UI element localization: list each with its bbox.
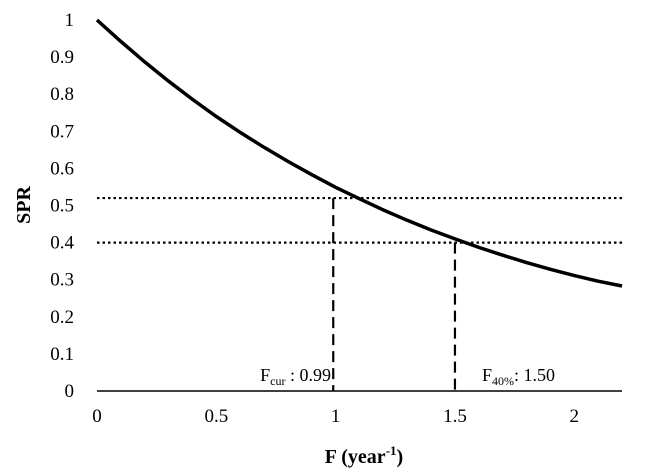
- reference-lines: [97, 196, 622, 391]
- annotation-f40-value: : 1.50: [514, 365, 555, 385]
- y-tick-label: 0.9: [50, 47, 74, 68]
- y-tick-labels: 0 0.1 0.2 0.3 0.4 0.5 0.6 0.7 0.8 0.9 1: [50, 10, 74, 402]
- annotation-fcur-sub: cur: [270, 374, 285, 388]
- y-tick-label: 0.8: [50, 84, 74, 105]
- x-tick-label: 1.5: [443, 406, 467, 427]
- y-tick-label: 0.7: [50, 121, 74, 142]
- y-tick-label: 0.5: [50, 196, 74, 217]
- annotation-f40-sub: 40%: [492, 374, 514, 388]
- y-axis-title: SPR: [13, 186, 35, 224]
- spr-curve: [95, 18, 623, 288]
- y-tick-label: 0.2: [50, 307, 74, 328]
- x-tick-label: 0.5: [204, 406, 228, 427]
- x-axis-title-exponent: -1: [386, 443, 397, 458]
- y-tick-label: 1: [65, 10, 75, 31]
- y-tick-label: 0.6: [50, 158, 74, 179]
- y-tick-label: 0.4: [50, 233, 74, 254]
- x-tick-label: 1: [331, 406, 341, 427]
- x-axis-title-base: F (year: [325, 446, 386, 468]
- y-tick-label: 0.1: [50, 344, 74, 365]
- y-tick-label: 0.3: [50, 270, 74, 291]
- annotation-fcur: Fcur : 0.99: [260, 365, 331, 388]
- annotation-fcur-value: : 0.99: [285, 365, 331, 385]
- x-tick-labels: 0 0.5 1 1.5 2: [92, 406, 579, 427]
- x-tick-label: 2: [570, 406, 580, 427]
- x-axis-title: F (year-1): [325, 443, 403, 468]
- y-tick-label: 0: [65, 381, 75, 402]
- annotation-f40-base: F: [482, 365, 492, 385]
- annotation-fcur-base: F: [260, 365, 270, 385]
- x-tick-label: 0: [92, 406, 102, 427]
- x-axis-title-close: ): [397, 446, 404, 468]
- annotation-f40: F40%: 1.50: [482, 365, 555, 388]
